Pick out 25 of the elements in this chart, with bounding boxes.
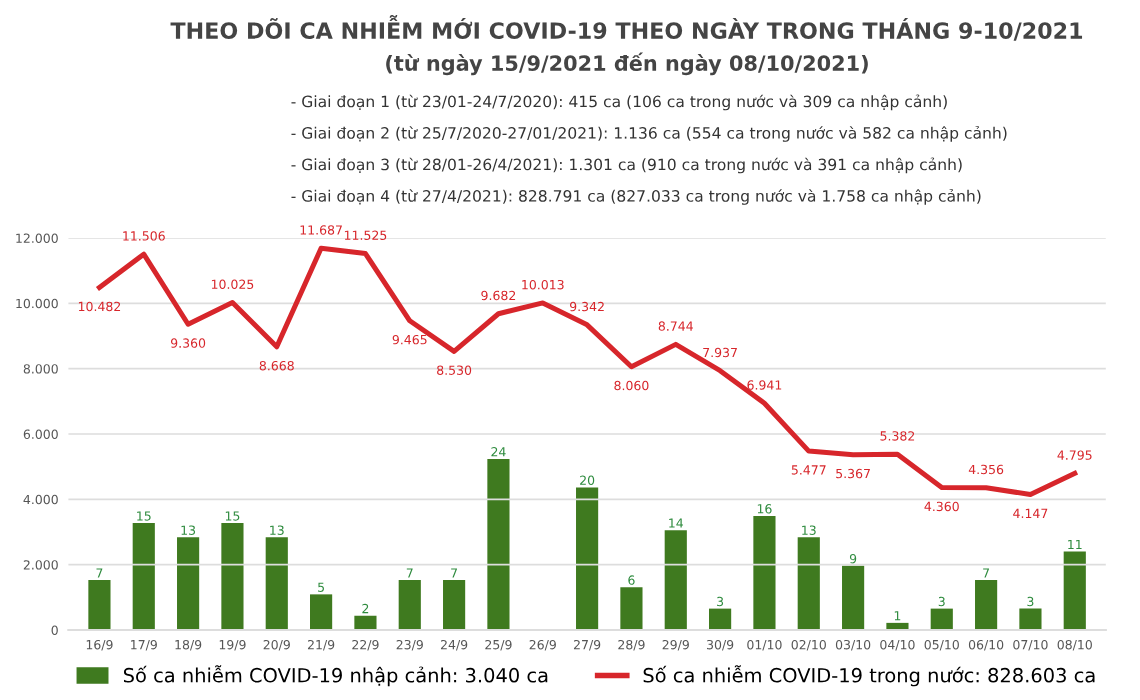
bar xyxy=(88,580,111,630)
bar xyxy=(487,458,510,630)
legend-label: Số ca nhiễm COVID-19 trong nước: 828.603 ca xyxy=(643,665,1095,687)
bar xyxy=(177,537,200,630)
bar xyxy=(1063,551,1086,630)
bar xyxy=(709,608,732,630)
chart-subtitle: (từ ngày 15/9/2021 đến ngày 08/10/2021) xyxy=(386,52,868,76)
bar xyxy=(398,580,421,630)
legend-label: Số ca nhiễm COVID-19 nhập cảnh: 3.040 ca xyxy=(123,665,548,687)
bar xyxy=(310,594,333,630)
bar xyxy=(753,515,776,630)
bar xyxy=(975,580,998,630)
bar xyxy=(132,523,155,630)
bar xyxy=(354,615,377,630)
bar xyxy=(664,530,687,630)
bar xyxy=(842,565,865,630)
bar xyxy=(221,523,244,630)
bar xyxy=(576,487,599,630)
bar xyxy=(620,587,643,630)
bar xyxy=(265,537,288,630)
bar xyxy=(797,537,820,630)
bar xyxy=(443,580,466,630)
chart-title: THEO DÕI CA NHIỄM MỚI COVID-19 THEO NGÀY TRONG THÁNG 9-10/2021 xyxy=(170,14,1083,41)
bar xyxy=(930,608,953,630)
bar xyxy=(1019,608,1042,630)
